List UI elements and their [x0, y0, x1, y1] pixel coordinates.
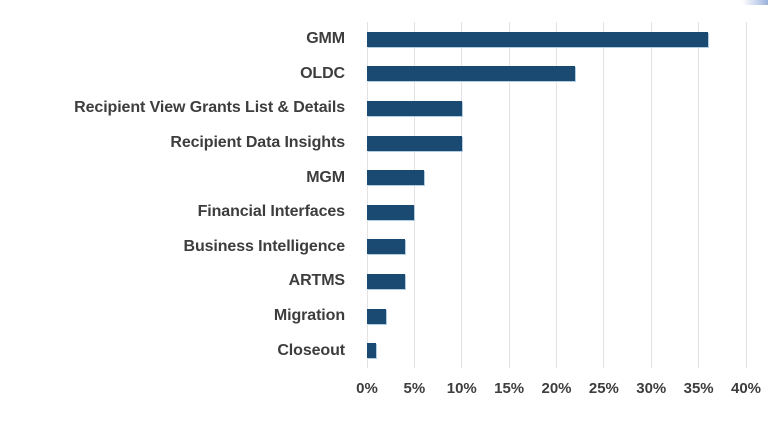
category-label: Business Intelligence [183, 237, 345, 255]
x-tick-label: 35% [683, 380, 714, 397]
gridline [366, 22, 368, 368]
bar-row [367, 195, 746, 230]
gridline [556, 22, 557, 368]
bar-row [367, 333, 746, 368]
bar [367, 308, 386, 324]
x-tick-label: 5% [403, 380, 426, 397]
category-axis: GMM OLDC Recipient View Grants List & Deta… [0, 22, 345, 368]
x-tick-label: 40% [730, 380, 762, 397]
gridline [650, 22, 652, 368]
gridline [745, 22, 747, 368]
bar-row [367, 22, 746, 57]
bar-row [367, 264, 746, 299]
x-axis: 0% 5% 10% 15% 20% 25% 30% 35% 40% [356, 380, 761, 406]
category-label: OLDC [300, 64, 345, 82]
bar-row [367, 160, 746, 195]
x-tick-label: 25% [588, 380, 619, 397]
bar [367, 239, 405, 255]
bar [367, 100, 462, 116]
x-tick-label: 0% [356, 380, 378, 397]
x-tick-label: 15% [494, 380, 525, 397]
category-label: Financial Interfaces [197, 203, 346, 221]
bar [367, 273, 405, 289]
plot-area [366, 22, 747, 368]
category-label: GMM [306, 30, 345, 48]
gridline [603, 22, 605, 368]
category-label: MGM [306, 168, 345, 186]
category-label: ARTMS [288, 272, 345, 290]
category-label: Recipient Data Insights [170, 134, 345, 152]
bar-row [367, 230, 746, 265]
bar [367, 135, 462, 151]
gridline [508, 22, 510, 368]
category-label: Closeout [277, 341, 345, 359]
gridline [461, 22, 463, 368]
bar [367, 170, 424, 186]
bar-row [367, 299, 746, 334]
bar-row [367, 126, 746, 161]
gridline [698, 22, 700, 368]
gridline [413, 22, 415, 368]
x-tick-label: 20% [541, 380, 572, 397]
bar [367, 31, 709, 47]
category-label: Recipient View Grants List & Details [74, 99, 345, 117]
bar-row [367, 57, 746, 92]
bar [367, 343, 377, 359]
x-tick-label: 30% [636, 380, 667, 397]
bar [367, 66, 576, 82]
bar-row [367, 91, 746, 126]
corner-gradient-artifact [742, 0, 768, 5]
x-tick-label: 10% [446, 380, 477, 397]
bar [367, 204, 415, 220]
category-label: Migration [273, 307, 345, 325]
